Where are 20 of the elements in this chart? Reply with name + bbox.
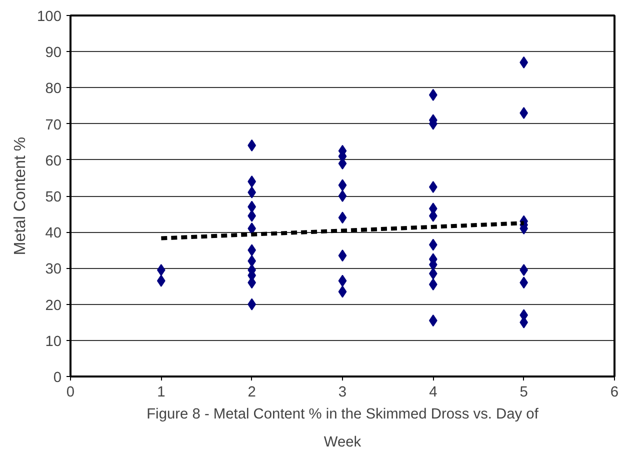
x-tick-label: 0 [66, 384, 75, 400]
x-tick-label: 1 [157, 384, 166, 400]
y-tick-label: 50 [45, 190, 62, 206]
y-axis-title: Metal Content % [12, 136, 30, 256]
y-tick-label: 100 [37, 9, 62, 25]
x-tick-label: 6 [610, 384, 619, 400]
y-tick-label: 90 [45, 45, 62, 62]
y-tick-label: 20 [45, 298, 62, 314]
x-tick-label: 2 [248, 384, 256, 400]
y-tick-label: 60 [45, 153, 62, 170]
x-tick-label: 5 [520, 384, 528, 400]
y-tick-label: 10 [45, 334, 62, 350]
text: Figure 8 - Metal Content % in the Skimmed Dross vs. Day of Week [146, 406, 540, 450]
y-tick-label: 0 [53, 370, 62, 386]
x-tick-label: 3 [338, 384, 347, 400]
y-tick-label: 80 [45, 81, 62, 98]
y-tick-label: 40 [45, 226, 62, 242]
y-tick-label: 30 [45, 262, 62, 278]
x-tick-label: 4 [429, 384, 438, 400]
y-tick-label: 70 [45, 117, 62, 134]
